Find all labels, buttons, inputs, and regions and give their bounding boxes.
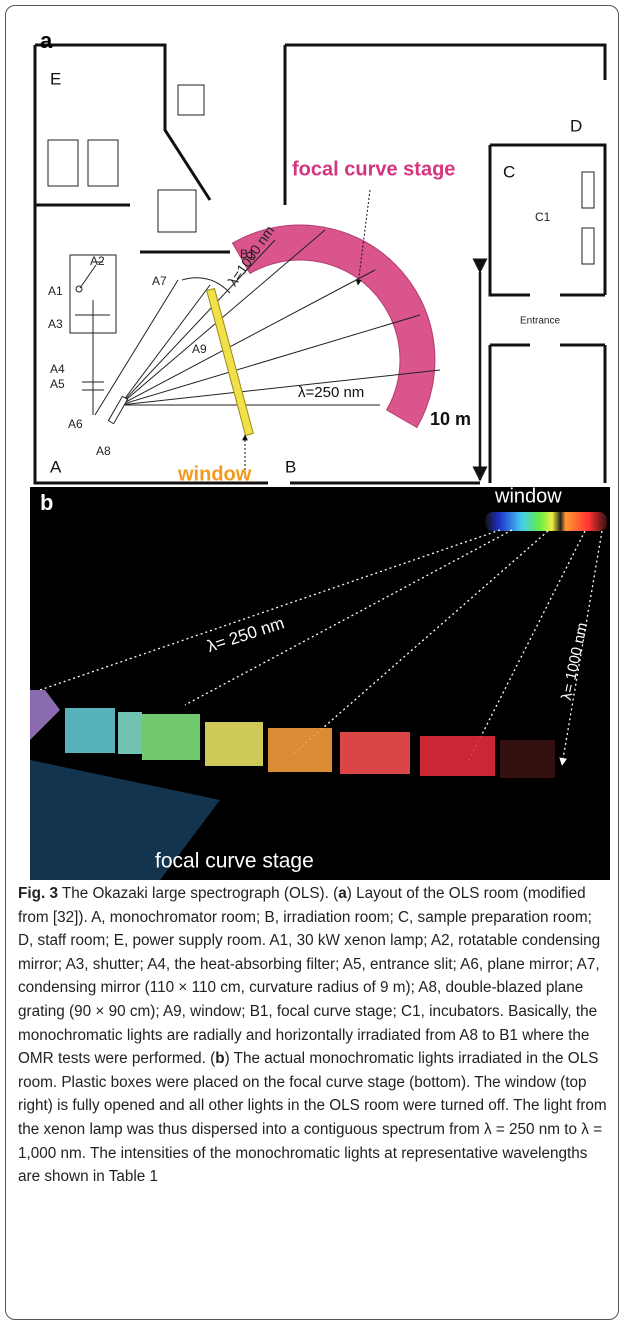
- focal-curve-stage-label: focal curve stage: [155, 850, 314, 873]
- focal-curve-stage-label: focal curve stage: [292, 158, 455, 180]
- photo: [30, 487, 610, 880]
- room-label: D: [570, 116, 582, 135]
- caption: Fig. 3 The Okazaki large spectrograph (O…: [18, 882, 610, 1189]
- wavelength-label: λ=250 nm: [298, 384, 364, 401]
- item-label: A4: [50, 362, 65, 376]
- scale-label: 10 m: [430, 409, 471, 429]
- room-label: E: [50, 69, 61, 88]
- entrance-label: Entrance: [520, 316, 560, 327]
- item-label: A5: [50, 377, 65, 391]
- item-label: A7: [152, 274, 167, 288]
- caption-bold: a: [338, 885, 347, 902]
- figure: a E D C A B C1 Entrance focal curve stag…: [0, 0, 625, 885]
- item-label: A6: [68, 417, 83, 431]
- room-label: C: [503, 162, 515, 181]
- item-label: A2: [90, 254, 105, 268]
- item-label: A9: [192, 342, 207, 356]
- item-label: A8: [96, 444, 111, 458]
- window-label: window: [494, 485, 562, 507]
- caption-text: ) The actual monochromatic lights irradi…: [18, 1050, 607, 1185]
- floor-plan: [35, 45, 605, 483]
- panel-label: a: [40, 28, 53, 53]
- item-label: A3: [48, 317, 63, 331]
- item-label: C1: [535, 210, 551, 224]
- caption-text: The Okazaki large spectrograph (OLS). (: [58, 885, 338, 902]
- caption-bold: b: [215, 1050, 224, 1067]
- window-label: window: [177, 463, 252, 485]
- item-label: A1: [48, 284, 63, 298]
- caption-bold: Fig. 3: [18, 885, 58, 902]
- room-label: A: [50, 457, 62, 476]
- panel-label: b: [40, 490, 53, 515]
- caption-text: ) Layout of the OLS room (modified from …: [18, 885, 600, 1067]
- room-label: B: [285, 457, 296, 476]
